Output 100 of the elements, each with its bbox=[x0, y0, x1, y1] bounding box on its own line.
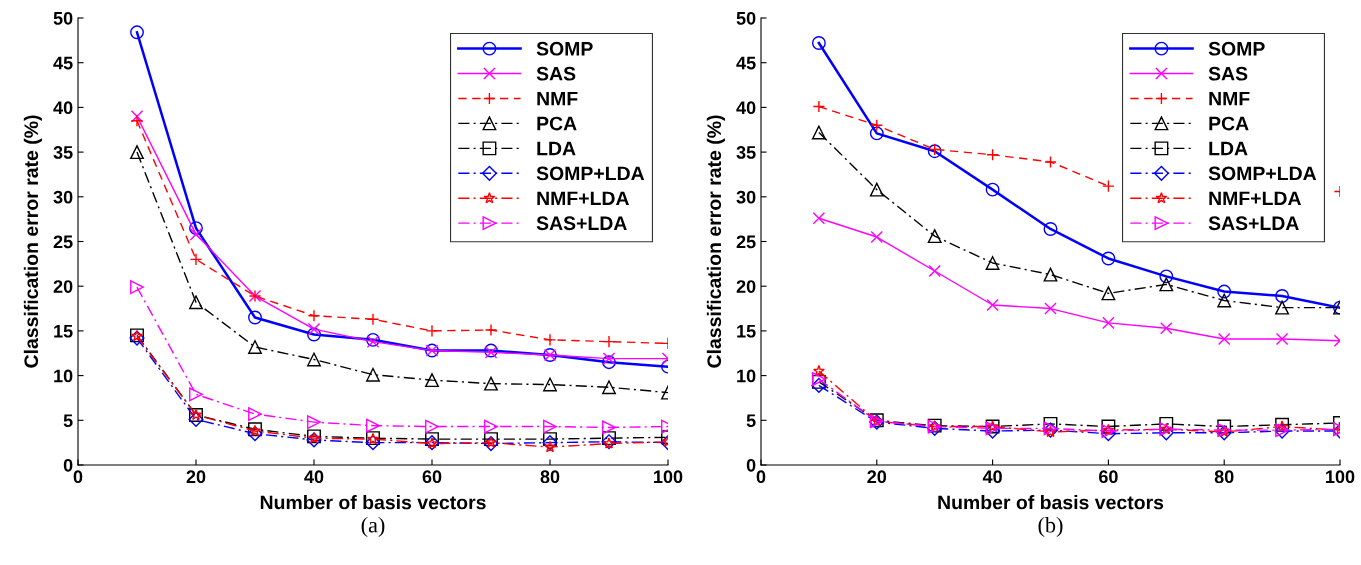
y-tick-label: 50 bbox=[736, 11, 756, 25]
legend-label: NMF+LDA bbox=[1209, 191, 1302, 206]
point bbox=[425, 373, 439, 388]
point bbox=[812, 364, 825, 377]
point bbox=[130, 280, 144, 295]
y-tick-label: 30 bbox=[53, 190, 73, 204]
x-axis-title: Number of basis vectors bbox=[260, 495, 486, 510]
point bbox=[248, 340, 262, 354]
x-tick-label: 100 bbox=[654, 470, 683, 484]
point bbox=[1275, 300, 1290, 315]
y-tick-label: 40 bbox=[53, 101, 73, 115]
point bbox=[248, 310, 262, 325]
point bbox=[542, 435, 558, 451]
legend-label: PCA bbox=[537, 116, 577, 131]
point bbox=[484, 323, 498, 337]
x-tick-label: 20 bbox=[867, 470, 887, 484]
point bbox=[307, 322, 321, 336]
point bbox=[602, 420, 616, 435]
x-axis-title: Number of basis vectors bbox=[938, 495, 1164, 510]
point bbox=[307, 415, 321, 430]
point bbox=[869, 182, 884, 197]
legend-label: SOMP bbox=[1208, 41, 1265, 56]
point bbox=[484, 376, 498, 391]
y-tick-label: 0 bbox=[63, 458, 73, 472]
y-tick-label: 20 bbox=[53, 280, 73, 293]
x-tick-label: 80 bbox=[1214, 470, 1234, 484]
x-tick-label: 60 bbox=[422, 470, 442, 484]
point bbox=[365, 435, 381, 451]
point bbox=[484, 432, 498, 447]
point bbox=[189, 221, 203, 236]
point bbox=[869, 126, 884, 141]
y-tick-label: 0 bbox=[746, 458, 756, 472]
x-tick-label: 20 bbox=[186, 470, 206, 484]
legend-label: NMF bbox=[1209, 91, 1250, 106]
point bbox=[544, 440, 556, 453]
point bbox=[543, 333, 557, 347]
point bbox=[188, 411, 204, 427]
point bbox=[130, 114, 144, 128]
point bbox=[366, 418, 380, 433]
point bbox=[483, 435, 499, 452]
point bbox=[1101, 286, 1116, 301]
y-tick-label: 25 bbox=[53, 235, 73, 249]
legend-label: LDA bbox=[537, 141, 576, 156]
point bbox=[811, 36, 826, 50]
point bbox=[307, 327, 321, 342]
legend-label: LDA bbox=[1209, 141, 1248, 156]
legend-label: SAS bbox=[536, 66, 576, 81]
point bbox=[484, 419, 498, 434]
point bbox=[130, 25, 144, 40]
point bbox=[1217, 332, 1231, 346]
point bbox=[189, 253, 203, 266]
point bbox=[307, 309, 321, 322]
y-tick-label: 30 bbox=[736, 190, 756, 204]
point bbox=[543, 419, 557, 434]
point bbox=[307, 352, 321, 367]
point bbox=[1275, 289, 1290, 303]
point bbox=[870, 119, 884, 132]
y-tick-label: 20 bbox=[736, 280, 756, 293]
point bbox=[1043, 222, 1058, 236]
point bbox=[366, 313, 380, 326]
point bbox=[927, 229, 942, 244]
y-tick-label: 35 bbox=[53, 146, 73, 159]
point bbox=[812, 100, 826, 113]
legend-label: SOMP+LDA bbox=[536, 166, 645, 181]
point bbox=[1043, 267, 1058, 282]
y-tick-label: 5 bbox=[63, 414, 73, 428]
x-tick-label: 100 bbox=[1326, 470, 1355, 484]
point bbox=[425, 432, 439, 447]
y-tick-label: 45 bbox=[53, 56, 73, 70]
point bbox=[543, 432, 557, 447]
point bbox=[1102, 179, 1115, 193]
legend-label: NMF+LDA bbox=[537, 191, 630, 206]
point bbox=[811, 125, 826, 140]
x-tick-label: 40 bbox=[982, 470, 1002, 484]
point bbox=[1275, 332, 1289, 346]
point bbox=[543, 377, 557, 392]
point bbox=[985, 256, 1000, 270]
y-tick-label: 10 bbox=[54, 369, 73, 383]
point bbox=[1101, 251, 1116, 266]
point bbox=[1217, 284, 1232, 299]
y-tick-label: 10 bbox=[737, 369, 756, 383]
y-axis-title: Classification error rate (%) bbox=[23, 115, 42, 368]
point bbox=[130, 145, 144, 160]
point bbox=[1160, 321, 1173, 335]
x-tick-label: 0 bbox=[73, 470, 83, 484]
legend-label: SAS bbox=[1208, 66, 1248, 81]
point bbox=[1159, 277, 1174, 292]
x-tick-label: 80 bbox=[540, 470, 560, 484]
point bbox=[811, 377, 827, 394]
y-tick-label: 35 bbox=[736, 146, 756, 159]
point bbox=[928, 264, 941, 278]
point bbox=[602, 380, 616, 395]
point bbox=[130, 110, 144, 123]
point bbox=[812, 212, 826, 225]
point bbox=[986, 148, 999, 162]
text: (a) bbox=[361, 516, 385, 538]
point bbox=[247, 426, 263, 442]
point bbox=[189, 295, 203, 310]
point bbox=[248, 407, 262, 421]
point bbox=[986, 298, 999, 312]
